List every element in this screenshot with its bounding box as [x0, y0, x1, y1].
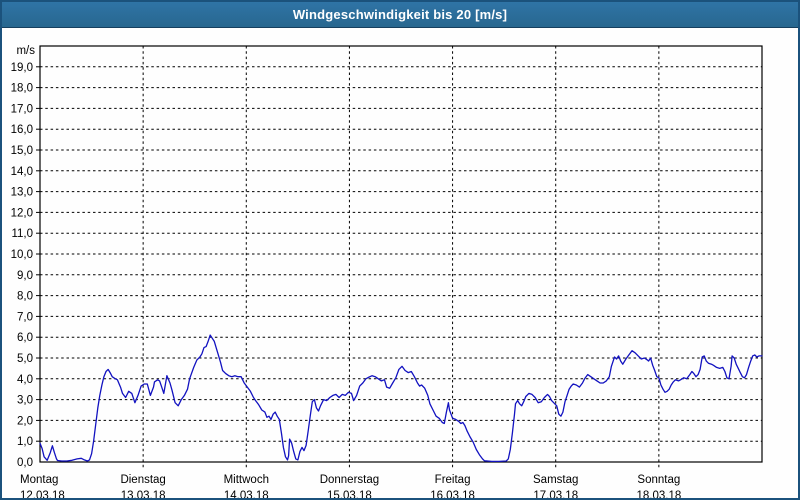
y-tick-label: 4,0	[17, 374, 33, 386]
y-tick-label: 2,0	[17, 415, 33, 427]
day-label: Sonntag	[637, 474, 680, 486]
day-label: Montag	[20, 474, 58, 486]
chart-canvas: 1,0 2,0 3,0 4,0 5,0 6,0 7,0 8,0 9,0 10,0 11,0 12,0 1…	[11, 45, 763, 500]
y-tick-label: 10,0	[11, 249, 33, 261]
y-tick-label: 12,0	[11, 207, 33, 219]
date-label: 12.03.18	[20, 490, 65, 500]
date-label: 14.03.18	[224, 490, 269, 500]
title-bar: Windgeschwindigkeit bis 20 [m/s]	[2, 2, 798, 28]
day-label: Mittwoch	[224, 474, 269, 486]
date-label: 17.03.18	[533, 490, 578, 500]
y-tick-label: 16,0	[11, 124, 33, 136]
y-tick-label: 3,0	[17, 395, 33, 407]
day-label: Samstag	[533, 474, 578, 486]
y-tick-label: 5,0	[17, 353, 33, 365]
y-tick-label: 15,0	[11, 145, 33, 157]
plot-frame	[39, 45, 763, 463]
date-label: 18.03.18	[636, 490, 681, 500]
y-tick-label: 1,0	[17, 436, 33, 448]
day-label: Dienstag	[120, 474, 165, 486]
y-tick-label: 0,0	[17, 457, 33, 469]
y-tick-label: 18,0	[11, 83, 33, 95]
y-tick-label: 6,0	[17, 332, 33, 344]
y-axis-unit-label: m/s	[16, 45, 35, 57]
y-tick-label: 19,0	[11, 62, 33, 74]
y-tick-label: 14,0	[11, 166, 33, 178]
wind-speed-chart: 1,0 2,0 3,0 4,0 5,0 6,0 7,0 8,0 9,0 10,0 11,0 12,0 1…	[2, 29, 798, 498]
y-tick-label: 13,0	[11, 187, 33, 199]
day-label: Freitag	[435, 474, 471, 486]
wind-speed-line	[39, 334, 763, 463]
chart-title: Windgeschwindigkeit bis 20 [m/s]	[292, 7, 508, 22]
day-label: Donnerstag	[320, 474, 379, 486]
y-tick-label: 9,0	[17, 270, 33, 282]
date-label: 15.03.18	[327, 490, 372, 500]
date-label: 13.03.18	[121, 490, 166, 500]
y-tick-label: 11,0	[11, 228, 33, 240]
y-tick-label: 17,0	[11, 103, 33, 115]
y-tick-label: 8,0	[17, 291, 33, 303]
y-tick-label: 7,0	[17, 311, 33, 323]
date-label: 16.03.18	[430, 490, 475, 500]
